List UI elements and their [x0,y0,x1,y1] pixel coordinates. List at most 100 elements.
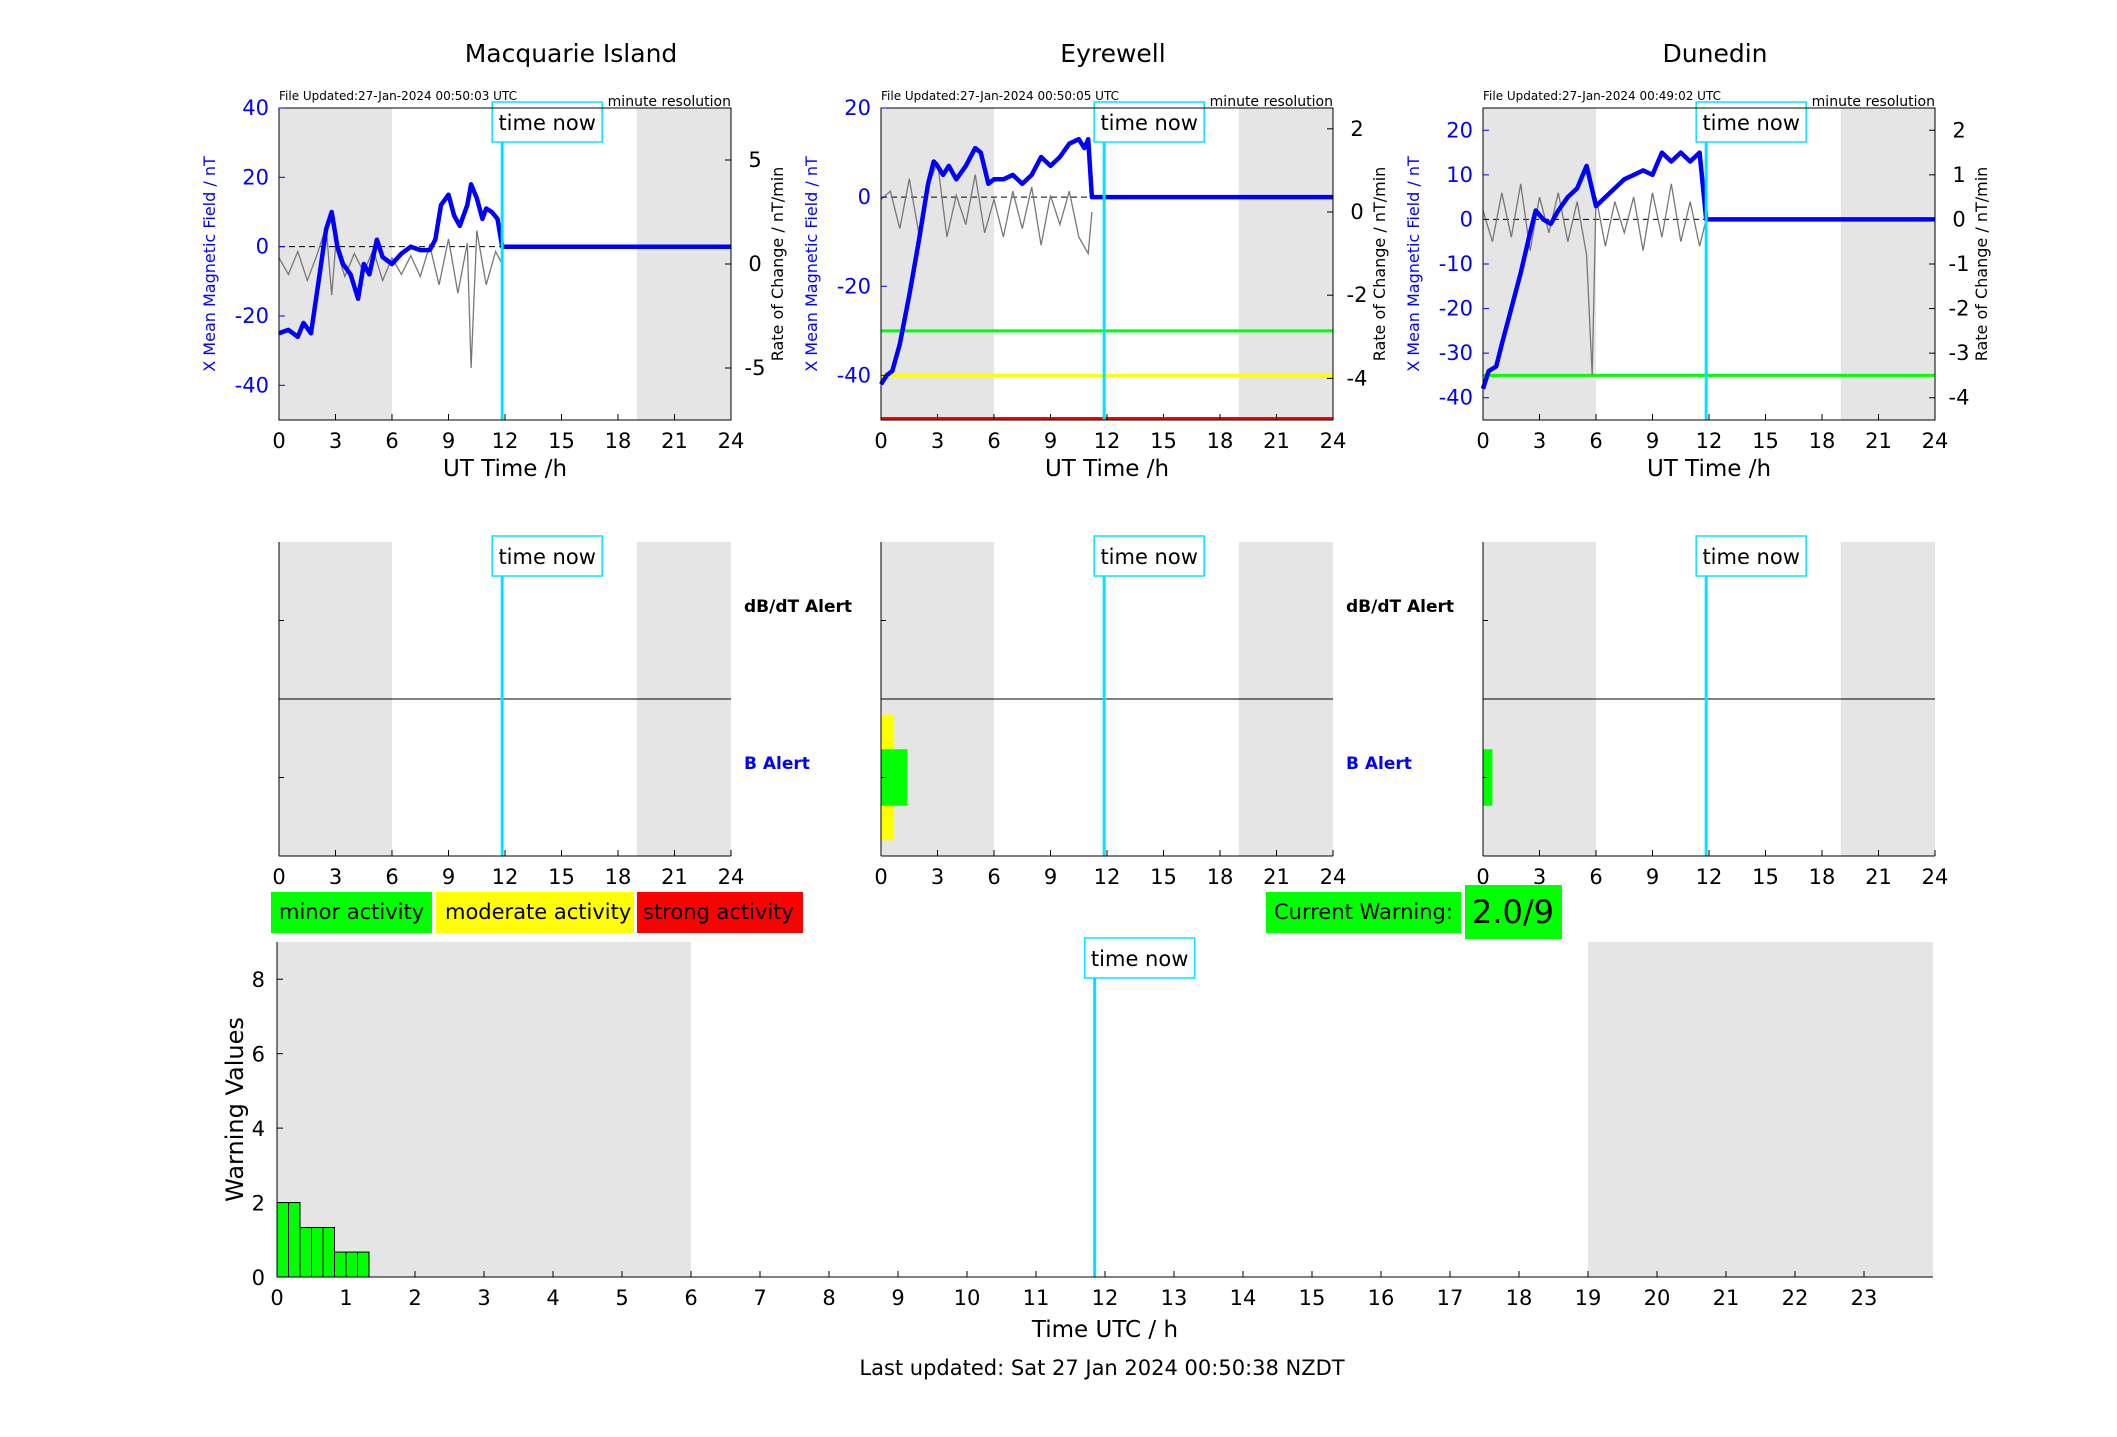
left-axis-label: X Mean Magnetic Field / nT [1404,156,1423,372]
x-tick-label: 5 [615,1286,628,1310]
b-alert-label: B Alert [744,754,810,774]
left-tick-label: -20 [837,274,871,298]
legend-minor-swatch [271,892,432,933]
night-shading [1840,108,1935,420]
night-shading [1238,108,1333,420]
right-axis-label: Rate of Change / nT/min [1370,167,1389,362]
x-tick-label: 12 [1094,865,1121,889]
time-now-box [1093,535,1205,577]
y-tick-label: 0 [252,1266,265,1290]
time-now-label: time now [1702,545,1799,569]
x-tick-label: 10 [954,1286,981,1310]
chart-title: Eyrewell [1060,39,1165,68]
x-tick-label: 19 [1575,1286,1602,1310]
y-tick-label: 6 [252,1043,265,1067]
x-tick-label: 21 [1263,865,1290,889]
x-tick-label: 16 [1368,1286,1395,1310]
x-tick-label: 6 [684,1286,697,1310]
left-tick-label: -40 [1439,386,1473,410]
x-tick-label: 21 [1865,429,1892,453]
x-tick-label: 0 [272,865,285,889]
eyrewell-field-chart: Eyrewell File Updated:27-Jan-2024 00:50:… [802,39,1389,482]
warning-bar [357,1251,370,1278]
x-tick-label: 12 [1696,429,1723,453]
x-tick-label: 13 [1161,1286,1188,1310]
right-tick-label: 0 [748,252,761,276]
dbdt-alert-label: dB/dT Alert [1346,597,1454,617]
left-axis-label: X Mean Magnetic Field / nT [802,156,821,372]
left-tick-label: 0 [1460,207,1473,231]
right-tick-label: -2 [1949,297,1970,321]
x-tick-label: 12 [492,865,519,889]
magnetic-field-line [879,136,1333,386]
x-tick-label: 15 [548,429,575,453]
warning-bar [288,1202,301,1278]
x-tick-label: 23 [1851,1286,1878,1310]
b-alert-label: B Alert [1346,754,1412,774]
x-tick-label: 3 [931,429,944,453]
left-axis-label: X Mean Magnetic Field / nT [200,156,219,372]
left-tick-label: -20 [235,304,269,328]
left-tick-label: 20 [844,96,871,120]
chart-title: Macquarie Island [465,39,678,68]
left-tick-label: -40 [235,373,269,397]
x-tick-label: 9 [1044,865,1057,889]
resolution-text: minute resolution [608,94,731,110]
x-tick-label: 24 [1320,865,1347,889]
x-tick-label: 24 [1922,865,1949,889]
x-tick-label: 15 [1150,429,1177,453]
x-tick-label: 3 [1533,429,1546,453]
left-tick-label: -20 [1439,297,1473,321]
x-tick-label: 21 [1865,865,1892,889]
x-tick-label: 17 [1437,1286,1464,1310]
night-shading [279,108,392,420]
right-tick-label: 2 [1952,118,1965,142]
current-warning-label: Current Warning: [1274,900,1453,924]
x-tick-label: 24 [718,865,745,889]
x-tick-label: 9 [1646,429,1659,453]
night-shading [881,108,994,420]
rate-of-change-line [1482,183,1707,376]
x-tick-label: 9 [891,1286,904,1310]
time-now-label: time now [498,545,595,569]
right-tick-label: -1 [1949,252,1970,276]
x-tick-label: 6 [987,865,1000,889]
x-tick-label: 18 [1809,865,1836,889]
x-tick-label: 0 [272,429,285,453]
x-tick-label: 12 [1696,865,1723,889]
time-now-label: time now [1100,111,1197,135]
x-tick-label: 18 [1809,429,1836,453]
x-tick-label: 0 [874,865,887,889]
x-tick-label: 1 [339,1286,352,1310]
x-tick-label: 0 [1476,865,1489,889]
right-tick-label: -5 [745,356,766,380]
dbdt-alert-label: dB/dT Alert [744,597,852,617]
x-tick-label: 21 [661,865,688,889]
left-tick-label: 0 [858,185,871,209]
x-tick-label: 0 [270,1286,283,1310]
right-tick-label: -3 [1949,341,1970,365]
x-tick-label: 12 [1092,1286,1119,1310]
x-tick-label: 3 [1533,865,1546,889]
warning-bar [322,1226,336,1278]
legend-moderate-label: moderate activity [445,900,631,924]
x-tick-label: 12 [1094,429,1121,453]
dunedin-field-chart: Dunedin File Updated:27-Jan-2024 00:49:0… [1404,39,1991,482]
macquarie-alert-panel: time now 0 3 6 9 12 15 18 21 24 [272,535,745,889]
x-tick-label: 6 [385,865,398,889]
x-tick-label: 3 [477,1286,490,1310]
x-tick-label: 2 [408,1286,421,1310]
activity-legend: minor activity moderate activity strong … [271,892,803,933]
time-now-label: time now [1091,947,1188,971]
x-tick-label: 15 [1752,429,1779,453]
dunedin-alert-panel: time now 0 3 6 9 12 15 18 21 24 [1476,535,1949,889]
x-tick-label: 18 [1207,429,1234,453]
rate-of-change-line [880,161,1093,256]
current-warning-label-box [1266,892,1461,933]
night-shading [277,942,691,1277]
x-tick-label: 18 [1207,865,1234,889]
night-shading [636,108,731,420]
x-tick-label: 6 [1589,429,1602,453]
x-tick-label: 7 [753,1286,766,1310]
